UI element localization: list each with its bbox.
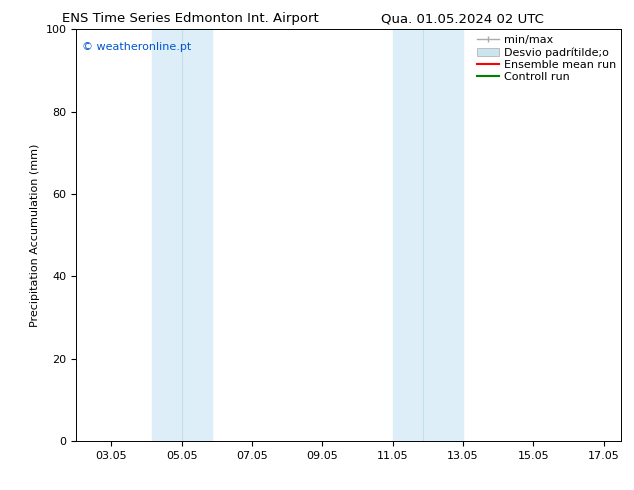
Y-axis label: Precipitation Accumulation (mm): Precipitation Accumulation (mm) (30, 144, 40, 327)
Text: Qua. 01.05.2024 02 UTC: Qua. 01.05.2024 02 UTC (382, 12, 544, 25)
Bar (392, 29, 423, 441)
Text: © weatheronline.pt: © weatheronline.pt (82, 42, 191, 52)
Bar (423, 29, 463, 441)
Bar (181, 29, 212, 441)
Legend: min/max, Desvio padrítilde;o, Ensemble mean run, Controll run: min/max, Desvio padrítilde;o, Ensemble m… (477, 35, 616, 82)
Bar (152, 29, 181, 441)
Text: ENS Time Series Edmonton Int. Airport: ENS Time Series Edmonton Int. Airport (62, 12, 318, 25)
